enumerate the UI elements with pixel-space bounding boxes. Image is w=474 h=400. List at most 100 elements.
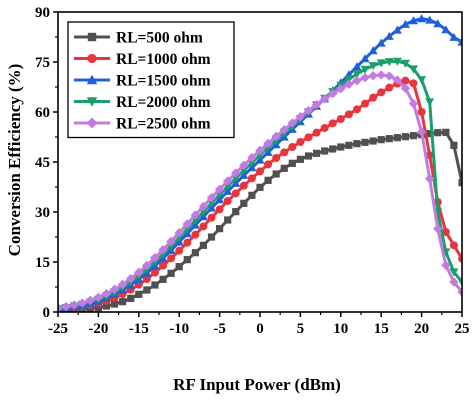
x-tick-label: 5 [297, 321, 305, 337]
data-point [247, 152, 257, 163]
data-point [409, 132, 418, 140]
x-tick-label: 15 [374, 321, 389, 337]
data-point [416, 127, 427, 137]
data-point [143, 286, 151, 294]
data-point [408, 98, 419, 109]
data-point [183, 256, 191, 264]
data-point [247, 174, 256, 183]
data-point [393, 134, 401, 142]
data-point [352, 105, 361, 114]
data-point [457, 278, 462, 287]
data-point [207, 203, 217, 212]
x-axis-title: RF Input Power (dBm) [173, 375, 341, 394]
data-point [198, 201, 209, 212]
data-point [368, 62, 378, 71]
data-point [312, 149, 321, 157]
data-point [369, 93, 378, 102]
data-point [417, 14, 427, 23]
data-point [344, 110, 353, 119]
data-point [352, 75, 362, 86]
data-point [215, 195, 225, 204]
data-point [385, 83, 394, 92]
data-point [207, 213, 216, 222]
data-point [134, 267, 144, 278]
data-point [158, 244, 168, 255]
data-point [271, 131, 281, 142]
x-tick-label: -5 [213, 321, 226, 337]
legend-item: RL=1000 ohm [74, 51, 211, 68]
legend-label: RL=2000 ohm [116, 94, 211, 111]
x-tick-label: -10 [169, 321, 189, 337]
data-point [182, 219, 192, 229]
data-point [409, 16, 419, 25]
data-point [159, 275, 167, 283]
data-point [311, 99, 322, 110]
data-point [142, 275, 151, 283]
data-point [150, 252, 160, 263]
data-point [417, 76, 427, 85]
data-point [199, 241, 208, 249]
data-point [401, 76, 410, 85]
data-point [304, 133, 313, 142]
data-point [312, 128, 321, 137]
y-tick-label: 75 [35, 55, 50, 71]
data-point [434, 129, 442, 137]
data-point [361, 99, 370, 108]
data-point [239, 181, 248, 190]
data-point [288, 159, 296, 167]
data-point [344, 79, 354, 90]
y-tick-label: 0 [43, 305, 51, 321]
legend-label: RL=2500 ohm [116, 116, 211, 133]
data-point [400, 59, 410, 68]
data-point [337, 143, 345, 151]
data-point [368, 70, 378, 81]
data-point [426, 130, 434, 138]
data-point [58, 303, 63, 312]
data-point [248, 191, 256, 199]
legend-label: RL=1000 ohm [116, 51, 211, 68]
data-point [441, 25, 451, 34]
legend-item: RL=1500 ohm [74, 73, 211, 90]
data-point [191, 230, 200, 239]
axes-layer: -25 -20 -15 -10 -5 0 5 10 15 20 25 0 15 30 45 60 75 90 [35, 5, 470, 337]
data-point [256, 183, 264, 191]
data-point [102, 302, 111, 310]
data-point [376, 70, 386, 80]
data-point [458, 179, 462, 187]
data-point [191, 249, 199, 257]
legend-marker [86, 74, 98, 85]
data-point [400, 19, 410, 28]
data-point [295, 111, 306, 122]
data-point [279, 124, 289, 135]
data-point [69, 300, 79, 310]
data-point [255, 145, 265, 156]
x-tick-label: 25 [455, 321, 470, 337]
data-point [329, 145, 337, 153]
data-point [369, 137, 377, 145]
data-point [198, 212, 208, 221]
data-point [272, 154, 281, 162]
data-point [223, 197, 232, 205]
data-point [280, 148, 289, 157]
data-point [450, 141, 458, 149]
data-point [384, 58, 394, 67]
series-5 [58, 70, 462, 312]
legend-item: RL=2500 ohm [74, 116, 211, 133]
data-point [360, 65, 370, 74]
data-point [127, 294, 135, 302]
data-point [166, 236, 176, 247]
legend-marker [87, 32, 97, 42]
data-point [336, 83, 346, 94]
data-point [135, 290, 143, 298]
data-point [442, 128, 450, 136]
y-axis-title: Conversion Efficiency (%) [5, 64, 24, 257]
data-point [425, 15, 435, 24]
data-point [433, 19, 443, 28]
data-point [280, 164, 288, 172]
legend-item: RL=500 ohm [74, 30, 203, 47]
data-point [207, 233, 216, 241]
y-tick-label: 45 [35, 155, 50, 171]
data-point [376, 59, 386, 68]
data-point [264, 160, 273, 169]
data-point [247, 163, 257, 172]
